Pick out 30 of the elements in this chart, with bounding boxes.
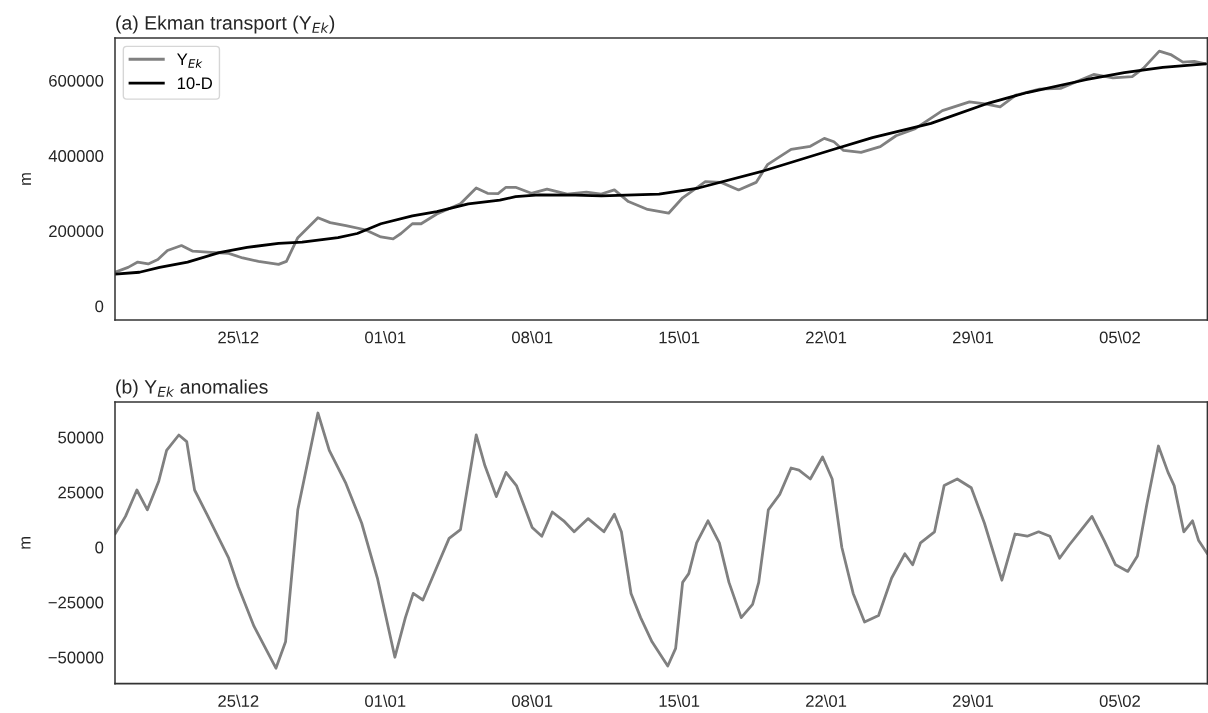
y-tick-label: −25000 — [48, 596, 104, 609]
x-tick-label: 05\02 — [1099, 694, 1140, 707]
x-tick-label: 22\01 — [806, 331, 847, 344]
y-tick-label: 200000 — [49, 225, 104, 238]
y-tick-label: 50000 — [58, 431, 104, 444]
x-tick-label: 08\01 — [511, 331, 553, 344]
x-tick-label: 15\01 — [659, 694, 700, 707]
chart-title: (b) Y$_{Ek}$ anomalies — [116, 379, 268, 398]
y-tick-label: 400000 — [48, 150, 104, 162]
x-tick-label: 01\01 — [365, 331, 406, 344]
x-tick-label: 01\01 — [365, 694, 406, 707]
legend-label: Y$_{Ek}$ — [177, 53, 203, 68]
x-tick-label: 08\01 — [511, 694, 553, 707]
x-tick-label: 22\01 — [806, 694, 847, 707]
legend-label: 10-D — [177, 77, 212, 90]
y-tick-label: 0 — [95, 300, 104, 313]
x-tick-label: 25\12 — [218, 694, 259, 707]
y-axis-title: m — [21, 173, 31, 185]
x-tick-label: 29\01 — [952, 331, 994, 344]
x-tick-label: 25\12 — [218, 331, 259, 344]
y-tick-label: −50000 — [48, 651, 104, 664]
y-tick-label: 0 — [95, 541, 104, 554]
chart-title: (a) Ekman transport (Y$_{Ek}$) — [116, 15, 335, 34]
line-series — [115, 411, 1208, 670]
y-tick-label: 25000 — [58, 486, 104, 499]
y-tick-label: 600000 — [49, 74, 104, 87]
x-tick-label: 29\01 — [952, 694, 994, 707]
x-tick-label: 15\01 — [659, 331, 700, 344]
y-axis-title: m — [21, 536, 31, 549]
x-tick-label: 05\02 — [1099, 331, 1140, 344]
